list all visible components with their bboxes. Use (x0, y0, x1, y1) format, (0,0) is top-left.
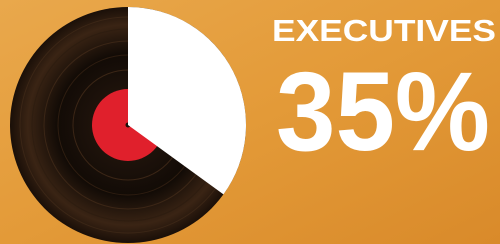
chart: EXECUTIVES 35% (0, 0, 500, 244)
chart-title: EXECUTIVES (272, 13, 496, 48)
page: {"chart_data": {"type": "pie", "title": … (0, 0, 500, 244)
vinyl-record (10, 7, 246, 243)
value-label: 35% (276, 49, 490, 174)
